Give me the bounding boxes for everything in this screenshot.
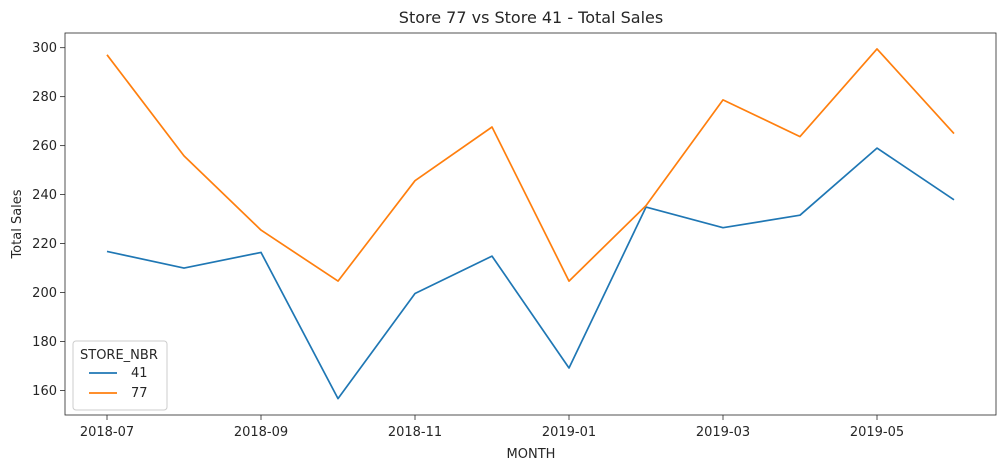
x-tick-label: 2018-09 bbox=[234, 425, 288, 440]
x-axis-label: MONTH bbox=[507, 447, 556, 462]
legend-label-41: 41 bbox=[131, 366, 148, 381]
legend-label-77: 77 bbox=[131, 386, 148, 401]
y-tick-label: 240 bbox=[32, 188, 57, 203]
x-tick-label: 2019-01 bbox=[542, 425, 596, 440]
legend-title: STORE_NBR bbox=[80, 348, 158, 363]
x-tick-label: 2018-11 bbox=[388, 425, 442, 440]
y-tick-label: 200 bbox=[32, 286, 57, 301]
plot-frame bbox=[64, 32, 997, 416]
x-tick-label: 2019-05 bbox=[850, 425, 904, 440]
y-tick-label: 180 bbox=[32, 335, 57, 350]
series-line-41 bbox=[106, 147, 955, 400]
series-line-77 bbox=[106, 48, 955, 282]
x-tick-label: 2019-03 bbox=[696, 425, 750, 440]
legend: STORE_NBR 41 77 bbox=[72, 340, 168, 411]
y-axis-label: Total Sales bbox=[10, 189, 25, 259]
y-tick-label: 280 bbox=[32, 90, 57, 105]
x-tick-label: 2018-07 bbox=[80, 425, 134, 440]
y-tick-label: 160 bbox=[32, 384, 57, 399]
y-tick-label: 300 bbox=[32, 41, 57, 56]
y-tick-label: 220 bbox=[32, 237, 57, 252]
chart-title: Store 77 vs Store 41 - Total Sales bbox=[399, 8, 663, 27]
y-tick-label: 260 bbox=[32, 139, 57, 154]
